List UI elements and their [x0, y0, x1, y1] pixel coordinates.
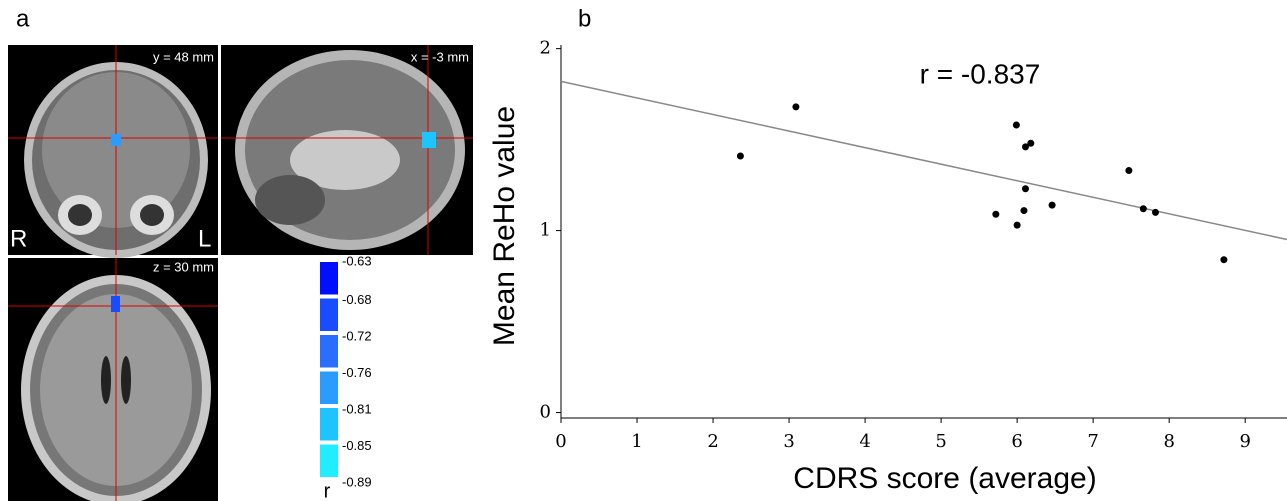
panel-label: b [578, 5, 591, 32]
x-tick-label: 9 [1239, 431, 1250, 452]
slice-label: y = 48 mm [153, 49, 214, 64]
point [736, 152, 744, 160]
y-axis-label: Mean ReHo value [488, 106, 521, 346]
annotation: r = -0.837 [920, 58, 1041, 89]
colorbar-cell [320, 371, 338, 404]
point [992, 210, 1000, 218]
colorbar-cell [320, 262, 338, 295]
point [1220, 256, 1228, 264]
x-tick-label: 5 [935, 431, 946, 452]
x-tick-label: 4 [859, 431, 870, 452]
colorbar-label: -0.76 [342, 365, 372, 380]
colorbar-cell [320, 444, 338, 477]
x-tick-label: 3 [783, 431, 794, 452]
colorbar-label: -0.81 [342, 401, 372, 416]
x-tick-label: 6 [1011, 431, 1022, 452]
slice-label: z = 30 mm [153, 259, 214, 274]
x-axis-label: CDRS score (average) [793, 462, 1096, 495]
side-label: R [10, 225, 27, 252]
x-tick-label: 2 [707, 431, 718, 452]
axial-slice [8, 258, 218, 501]
colorbar-cell [320, 298, 338, 331]
y-tick-label: 1 [540, 220, 551, 241]
colorbar-label: -0.63 [342, 253, 372, 268]
fit-line [560, 80, 1287, 241]
colorbar-cell [320, 335, 338, 368]
sagittal-slice [221, 45, 473, 255]
x-tick-label: 0 [555, 431, 566, 452]
colorbar-label: -0.85 [342, 438, 372, 453]
point [1021, 185, 1029, 193]
x-tick-label: 7 [1087, 431, 1098, 452]
point [1027, 139, 1035, 147]
colorbar-label: -0.89 [342, 474, 372, 489]
side-label: L [198, 225, 211, 252]
x-tick-label: 8 [1163, 431, 1174, 452]
point [1012, 121, 1020, 129]
x-tick-label: 1 [631, 431, 642, 452]
point [1021, 143, 1029, 151]
point [1125, 167, 1133, 175]
colorbar-label: -0.72 [342, 328, 372, 343]
point [1139, 205, 1147, 213]
panel-label: a [16, 5, 30, 32]
point [1020, 207, 1028, 215]
coronal-slice [8, 45, 218, 258]
slice-label: x = -3 mm [411, 49, 469, 64]
point [1013, 221, 1021, 229]
point [1151, 208, 1159, 216]
colorbar-label: -0.68 [342, 292, 372, 307]
colorbar-cell [320, 408, 338, 441]
y-tick-label: 0 [540, 402, 551, 423]
point [792, 103, 800, 111]
y-tick-label: 2 [540, 38, 551, 59]
point [1048, 201, 1056, 209]
colorbar-title: r [324, 480, 331, 501]
